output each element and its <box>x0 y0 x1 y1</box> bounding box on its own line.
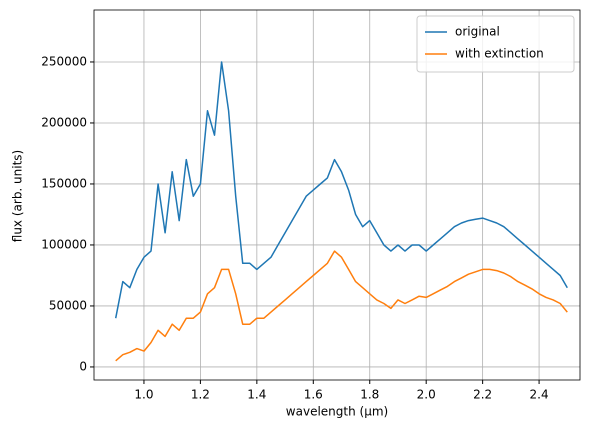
y-tick-label: 100000 <box>41 237 87 251</box>
series-line <box>114 61 568 319</box>
x-tick-label: 1.6 <box>304 388 323 402</box>
x-axis-label: wavelength (µm) <box>286 405 388 419</box>
y-tick-label: 0 <box>79 359 87 373</box>
x-tick-label: 2.0 <box>417 388 436 402</box>
x-tick-label: 1.0 <box>134 388 153 402</box>
y-tick-label: 50000 <box>49 298 87 312</box>
y-tick-label: 250000 <box>41 54 87 68</box>
series-line <box>115 250 568 362</box>
y-tick-label: 150000 <box>41 176 87 190</box>
x-tick-label: 2.2 <box>473 388 492 402</box>
legend-box <box>416 15 575 73</box>
y-axis-label: flux (arb. units) <box>11 150 25 242</box>
legend-label: with extinction <box>455 47 544 61</box>
y-tick-label: 200000 <box>41 115 87 129</box>
x-tick-label: 2.4 <box>530 388 549 402</box>
legend: original with extinction <box>416 15 575 73</box>
x-tick-label: 1.8 <box>360 388 379 402</box>
x-tick-label: 1.2 <box>191 388 210 402</box>
plot-frame <box>93 9 581 381</box>
x-tick-label: 1.4 <box>247 388 266 402</box>
legend-label: original <box>455 25 500 39</box>
